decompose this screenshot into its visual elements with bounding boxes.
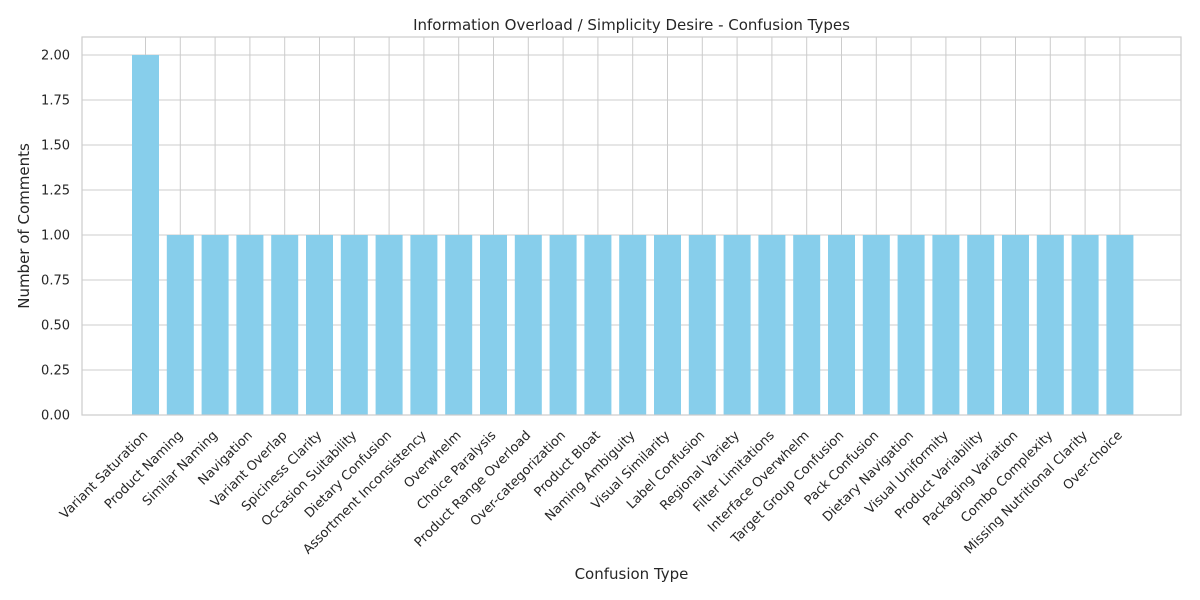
bar [201,235,229,415]
bar [828,235,855,415]
y-axis-label: Number of Comments [15,143,33,309]
y-tick-label: 1.25 [41,184,70,199]
y-tick-label: 1.50 [41,139,70,154]
bar [862,235,890,415]
bar [480,235,507,415]
bar [1106,235,1134,415]
bar [967,235,995,415]
bar [619,235,647,415]
bar-layer [132,55,1134,415]
bar [897,235,925,415]
bar [758,235,786,415]
bar [375,235,403,415]
y-tick-label: 1.00 [41,229,70,244]
bar [410,235,438,415]
y-tick-label: 0.75 [41,274,70,289]
y-tick-label: 1.75 [41,94,70,109]
chart-title: Information Overload / Simplicity Desire… [413,16,850,34]
y-tick-label: 2.00 [41,49,70,64]
bar [445,235,473,415]
bar [723,235,751,415]
y-tick-label: 0.25 [41,364,70,379]
bar [793,235,821,415]
bar [584,235,612,415]
bar [340,235,368,415]
bar [132,55,159,415]
bar [236,235,264,415]
y-tick-label: 0.00 [41,409,70,424]
bar [271,235,299,415]
y-tick-labels: 0.00 0.25 0.50 0.75 1.00 1.25 1.50 1.75 2.00 [41,49,70,424]
y-tick-label: 0.50 [41,319,70,334]
bar [306,235,333,415]
bar [654,235,681,415]
bar [1071,235,1099,415]
x-axis-label: Confusion Type [575,565,689,583]
bar [1036,235,1064,415]
plot-frame [81,36,1182,416]
bar [166,235,194,415]
bar [549,235,577,415]
bar [932,235,960,415]
bar [688,235,716,415]
bar [514,235,542,415]
bar [1002,235,1029,415]
